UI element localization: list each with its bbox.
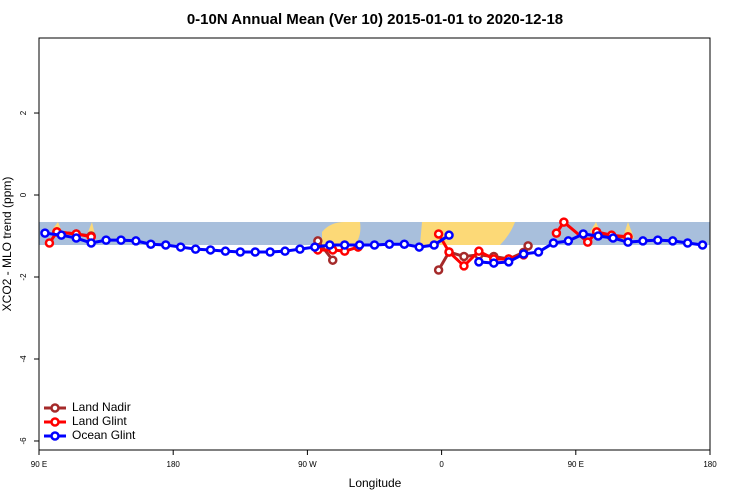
plot-frame — [38, 37, 711, 451]
point — [667, 236, 678, 246]
point — [44, 238, 55, 248]
legend-marker — [50, 417, 60, 427]
point — [518, 249, 529, 259]
point — [503, 257, 514, 267]
point — [71, 233, 82, 243]
point — [190, 244, 201, 254]
point — [399, 239, 410, 249]
point — [295, 244, 305, 254]
x-tick-label: 90 W — [298, 460, 317, 469]
point — [638, 236, 648, 246]
point — [310, 242, 320, 252]
legend-marker — [50, 431, 60, 441]
point — [444, 230, 454, 240]
point — [101, 235, 111, 245]
x-tick-label: 90 E — [568, 460, 584, 469]
point — [339, 240, 350, 250]
point — [563, 236, 574, 246]
point — [653, 235, 663, 245]
point — [56, 230, 67, 240]
y-tick-label: -2 — [19, 273, 28, 281]
point — [414, 242, 424, 252]
point — [459, 261, 469, 271]
point — [160, 240, 171, 250]
legend-label: Land Nadir — [72, 400, 131, 414]
y-tick-label: 0 — [19, 192, 28, 197]
point — [384, 239, 395, 249]
series-line — [48, 219, 629, 269]
point — [327, 255, 338, 265]
point — [533, 247, 544, 257]
point — [593, 231, 603, 241]
point — [86, 238, 96, 248]
point — [280, 246, 290, 256]
point — [474, 257, 484, 267]
point — [578, 229, 589, 239]
point — [354, 240, 365, 250]
x-tick-label: 180 — [167, 460, 181, 469]
point — [582, 237, 593, 247]
point — [40, 228, 50, 238]
y-tick-label: -4 — [19, 355, 28, 363]
y-axis-label: XCO2 - MLO trend (ppm) — [0, 177, 14, 312]
x-tick-label: 180 — [703, 460, 717, 469]
point — [205, 245, 216, 255]
x-axis-label: Longitude — [349, 476, 402, 490]
legend-marker — [50, 403, 60, 413]
point — [369, 240, 380, 250]
point — [433, 229, 444, 239]
point — [489, 258, 499, 268]
y-tick-label: 2 — [19, 110, 28, 115]
point — [265, 247, 275, 257]
point — [608, 233, 618, 243]
point — [433, 265, 444, 275]
point — [697, 240, 708, 250]
legend-label: Land Glint — [72, 414, 127, 428]
point — [459, 251, 469, 262]
point — [220, 246, 231, 256]
legend-label: Ocean Glint — [72, 428, 136, 442]
y-tick-label: -6 — [19, 437, 28, 445]
point — [444, 247, 454, 257]
point — [146, 239, 156, 249]
chart-title: 0-10N Annual Mean (Ver 10) 2015-01-01 to… — [187, 11, 563, 28]
point — [175, 242, 186, 252]
map-ocean — [39, 222, 710, 245]
point — [250, 247, 260, 257]
point — [429, 240, 439, 250]
x-tick-label: 90 E — [31, 460, 47, 469]
point — [131, 236, 141, 246]
series-line — [44, 231, 703, 265]
point — [474, 246, 484, 256]
point — [523, 241, 533, 251]
point — [559, 217, 569, 227]
point — [325, 240, 335, 250]
point — [682, 238, 693, 248]
map-land — [322, 222, 361, 245]
point — [548, 238, 559, 248]
point — [551, 228, 562, 238]
x-tick-label: 0 — [439, 460, 444, 469]
point — [623, 237, 633, 247]
point — [116, 235, 126, 245]
point — [235, 247, 246, 257]
